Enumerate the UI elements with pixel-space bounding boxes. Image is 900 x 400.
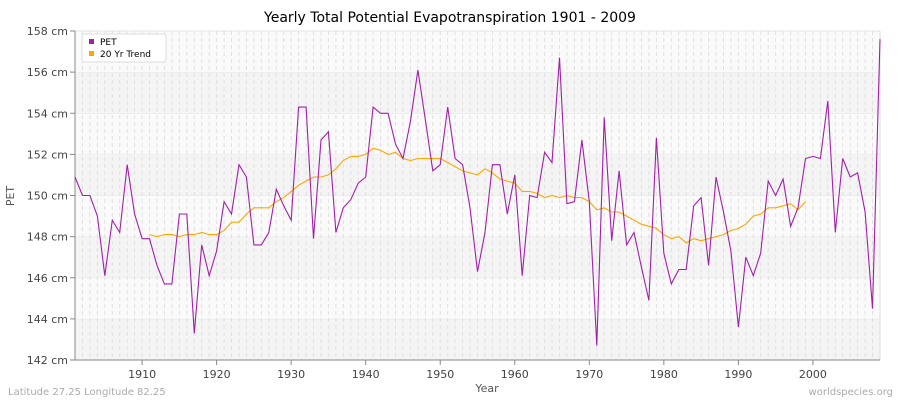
legend-swatch-pet — [89, 39, 94, 44]
legend-label-pet: PET — [100, 38, 117, 48]
x-tick-label: 1940 — [352, 368, 380, 381]
y-tick-label: 152 cm — [27, 148, 68, 161]
y-tick-label: 158 cm — [27, 25, 68, 38]
y-tick-label: 148 cm — [27, 231, 68, 244]
grid-band — [75, 72, 880, 114]
x-tick-label: 1930 — [277, 368, 305, 381]
x-tick-label: 1990 — [724, 368, 752, 381]
y-tick-label: 156 cm — [27, 66, 68, 79]
x-axis-label: Year — [474, 382, 499, 395]
legend-swatch-trend — [89, 51, 94, 56]
footer-source: worldspecies.org — [809, 387, 893, 398]
y-tick-label: 142 cm — [27, 354, 68, 367]
x-tick-label: 1960 — [501, 368, 529, 381]
x-tick-label: 1970 — [575, 368, 603, 381]
grid-band — [75, 113, 880, 155]
x-tick-label: 1980 — [650, 368, 678, 381]
x-tick-label: 1950 — [426, 368, 454, 381]
y-tick-label: 144 cm — [27, 313, 68, 326]
x-tick-label: 1920 — [203, 368, 231, 381]
legend-label-trend: 20 Yr Trend — [100, 50, 151, 60]
series-line-pet — [74, 39, 881, 346]
y-axis-label: PET — [4, 186, 17, 207]
x-tick-label: 1910 — [128, 368, 156, 381]
y-tick-label: 150 cm — [27, 190, 68, 203]
legend-box — [81, 33, 167, 63]
x-tick-label: 2000 — [799, 368, 827, 381]
chart-title: Yearly Total Potential Evapotranspiratio… — [263, 10, 636, 26]
y-tick-label: 146 cm — [27, 272, 68, 285]
grid-band — [75, 31, 880, 73]
footer-location: Latitude 27.25 Longitude 82.25 — [8, 387, 166, 398]
series-line-20-yr-trend — [149, 147, 806, 244]
legend: PET 20 Yr Trend — [81, 33, 167, 63]
y-tick-label: 154 cm — [27, 107, 68, 120]
